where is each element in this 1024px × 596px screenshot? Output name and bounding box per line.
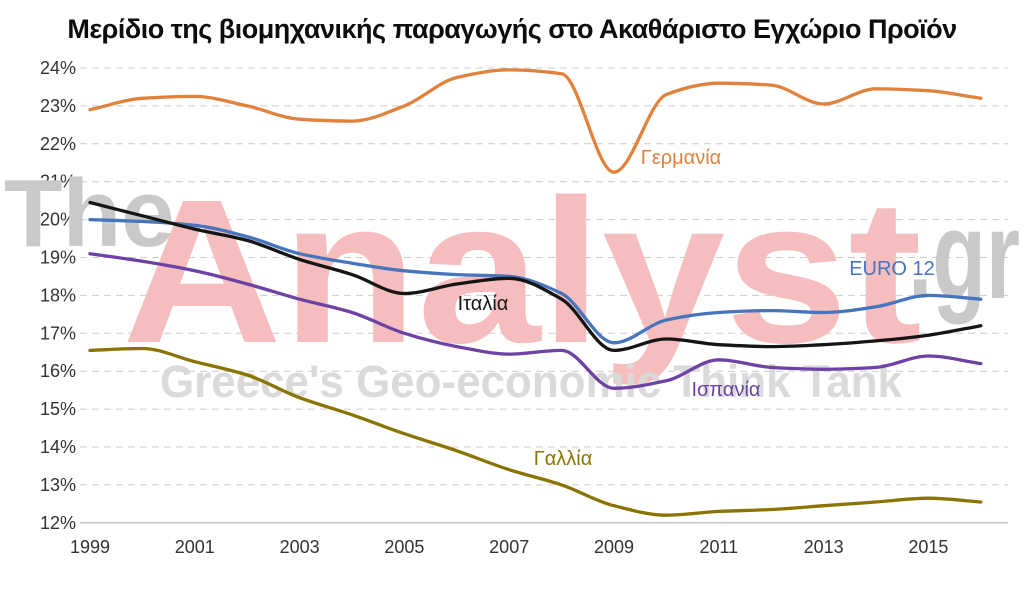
y-tick-label-13: 13%: [40, 475, 76, 495]
y-tick-label-22: 22%: [40, 134, 76, 154]
watermark-analyst: Analyst: [122, 157, 922, 386]
x-tick-label-2007: 2007: [489, 537, 529, 557]
y-tick-label-14: 14%: [40, 437, 76, 457]
y-tick-label-15: 15%: [40, 399, 76, 419]
x-tick-label-2015: 2015: [908, 537, 948, 557]
y-tick-label-24: 24%: [40, 58, 76, 78]
x-tick-label-2003: 2003: [280, 537, 320, 557]
series-line-ισπανία: [88, 252, 983, 390]
series-line-γαλλία: [88, 346, 983, 517]
series-line-euro-12: [88, 217, 983, 345]
series-line-ιταλία: [88, 200, 983, 353]
chart-title: Μερίδιο της βιομηχανικής παραγωγής στο Α…: [67, 14, 957, 44]
y-tick-label-16: 16%: [40, 361, 76, 381]
x-tick-label-1999: 1999: [70, 537, 110, 557]
y-tick-label-20: 20%: [40, 210, 76, 230]
y-tick-label-21: 21%: [40, 172, 76, 192]
y-tick-label-19: 19%: [40, 248, 76, 268]
y-tick-label-18: 18%: [40, 285, 76, 305]
watermark-gr: .gr: [908, 186, 1020, 325]
watermark-the: The: [4, 160, 175, 267]
watermark-tagline: Greece's Geo-economic Think Tank: [160, 356, 903, 407]
x-tick-label-2009: 2009: [594, 537, 634, 557]
series-label-ισπανία: Ισπανία: [692, 379, 761, 401]
series-line-γερμανία: [88, 68, 983, 174]
x-tick-label-2005: 2005: [384, 537, 424, 557]
series-label-γαλλία: Γαλλία: [534, 448, 593, 470]
series-label-ιταλία: Ιταλία: [458, 293, 509, 315]
y-tick-label-23: 23%: [40, 96, 76, 116]
y-tick-label-12: 12%: [40, 513, 76, 533]
series-label-γερμανία: Γερμανία: [641, 147, 721, 169]
y-tick-label-17: 17%: [40, 323, 76, 343]
series-label-euro-12: EURO 12: [849, 258, 935, 280]
x-tick-label-2011: 2011: [699, 537, 738, 557]
x-tick-label-2013: 2013: [804, 537, 844, 557]
x-tick-label-2001: 2001: [175, 537, 215, 557]
